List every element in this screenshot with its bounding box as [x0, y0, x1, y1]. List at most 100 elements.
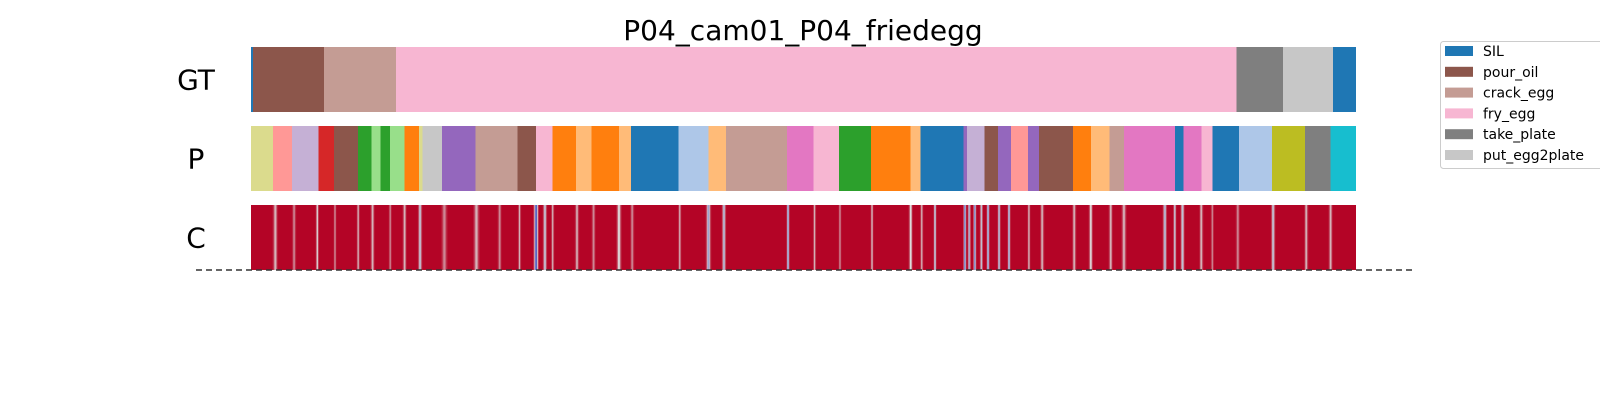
- segment-p-23: [726, 126, 787, 191]
- segment-p-5: [358, 126, 372, 191]
- confidence-dip-21-2: [707, 205, 710, 270]
- segment-p-41: [1174, 126, 1184, 191]
- legend-swatch-SIL: [1445, 46, 1473, 56]
- segment-p-8: [390, 126, 405, 191]
- legend-items: SIL pour_oil crack_egg fry_egg take_plateput…: [1445, 44, 1584, 164]
- confidence-dip-35-2: [998, 205, 1000, 270]
- confidence-dip-5-2: [371, 205, 374, 270]
- segment-p-42: [1183, 126, 1202, 191]
- segment-p-33: [997, 126, 1012, 191]
- segment-p-10: [418, 126, 423, 191]
- confidence-dip-46-2: [1200, 205, 1202, 270]
- segment-p-3: [318, 126, 334, 191]
- segment-gt-3: [395, 47, 1237, 112]
- segment-p-24: [786, 126, 814, 191]
- confidence-dip-22-2: [723, 205, 725, 270]
- row-label-c: C: [186, 222, 206, 255]
- confidence-dip-4-2: [357, 205, 359, 270]
- confidence-dip-26-2: [871, 205, 873, 270]
- confidence-dip-24-2: [814, 205, 816, 270]
- legend-label-SIL: SIL: [1483, 44, 1504, 60]
- segment-p-28: [910, 126, 921, 191]
- confidence-dip-13-2: [535, 205, 537, 270]
- segment-p-1: [273, 126, 292, 191]
- segment-p-35: [1027, 126, 1039, 191]
- confidence-dip-3-2: [334, 205, 336, 270]
- confidence-dip-45-2: [1181, 205, 1184, 270]
- segment-p-44: [1212, 126, 1239, 191]
- segment-p-19: [618, 126, 632, 191]
- segment-p-12: [442, 126, 476, 191]
- legend-label-take_plate: take_plate: [1483, 127, 1556, 143]
- confidence-dip-40-2: [1090, 205, 1092, 270]
- segment-p-11: [422, 126, 443, 191]
- confidence-dip-25-2: [839, 205, 841, 270]
- row-label-p: P: [188, 143, 205, 176]
- segment-gt-0: [251, 47, 254, 112]
- segment-p-27: [870, 126, 911, 191]
- confidence-dip-9-2: [443, 205, 446, 270]
- confidence-dip-43-2: [1164, 205, 1166, 270]
- segment-gt-4: [1236, 47, 1284, 112]
- segment-p-32: [984, 126, 998, 191]
- segment-p-40: [1123, 126, 1175, 191]
- confidence-dip-44-2: [1174, 205, 1176, 270]
- segment-p-31: [967, 126, 985, 191]
- segment-p-43: [1201, 126, 1213, 191]
- confidence-dip-8-2: [419, 205, 421, 270]
- segment-p-0: [251, 126, 274, 191]
- legend-label-pour_oil: pour_oil: [1483, 65, 1538, 81]
- legend-swatch-crack_egg: [1445, 87, 1473, 98]
- confidence-dip-18-2: [618, 205, 620, 270]
- legend: SIL pour_oil crack_egg fry_egg take_plateput…: [1440, 41, 1600, 169]
- segment-p-45: [1238, 126, 1273, 191]
- row-label-gt: GT: [177, 64, 216, 97]
- segment-p-20: [631, 126, 679, 191]
- segment-gt-1: [253, 47, 324, 112]
- confidence-dip-50-2: [1305, 205, 1307, 270]
- segment-p-16: [552, 126, 576, 191]
- confidence-dip-23-2: [787, 205, 789, 270]
- segment-p-21: [678, 126, 709, 191]
- segment-p-15: [536, 126, 553, 191]
- confidence-dip-36-2: [1008, 205, 1010, 270]
- segment-p-46: [1272, 126, 1306, 191]
- confidence-dip-51-2: [1329, 205, 1332, 270]
- segment-gt-2: [323, 47, 396, 112]
- segment-p-7: [380, 126, 391, 191]
- confidence-dip-31-2: [968, 205, 970, 270]
- segment-p-36: [1038, 126, 1074, 191]
- confidence-dip-2-2: [316, 205, 318, 270]
- segment-p-13: [475, 126, 518, 191]
- segment-p-37: [1073, 126, 1091, 191]
- confidence-dip-1-2: [293, 205, 295, 270]
- confidence-dip-38-2: [1041, 205, 1043, 270]
- confidence-dip-19-2: [631, 205, 633, 270]
- confidence-dip-11-2: [498, 205, 501, 270]
- confidence-dip-14-2: [544, 205, 546, 270]
- confidence-dip-32-2: [974, 205, 976, 270]
- segment-p-26: [838, 126, 871, 191]
- chart-title: P04_cam01_P04_friedegg: [623, 14, 982, 47]
- segment-p-38: [1090, 126, 1110, 191]
- confidence-dip-34-2: [987, 205, 989, 270]
- segment-p-9: [404, 126, 419, 191]
- legend-label-crack_egg: crack_egg: [1483, 86, 1554, 102]
- segment-p-39: [1109, 126, 1124, 191]
- confidence-dip-39-2: [1073, 205, 1075, 270]
- legend-label-fry_egg: fry_egg: [1483, 106, 1535, 122]
- confidence-dip-10-2: [475, 205, 478, 270]
- confidence-dip-0-2: [274, 205, 277, 270]
- confidence-dip-37-2: [1028, 205, 1030, 270]
- confidence-dip-12-2: [519, 205, 521, 270]
- confidence-dip-49-2: [1272, 205, 1274, 270]
- segment-p-30: [963, 126, 968, 191]
- confidence-dip-28-2: [921, 205, 923, 270]
- legend-swatch-fry_egg: [1445, 108, 1473, 119]
- confidence-dip-27-2: [910, 205, 912, 270]
- confidence-dip-41-2: [1110, 205, 1112, 270]
- rows-group: GT P C: [177, 47, 1356, 270]
- confidence-base: [251, 205, 1356, 270]
- confidence-dip-6-2: [389, 205, 391, 270]
